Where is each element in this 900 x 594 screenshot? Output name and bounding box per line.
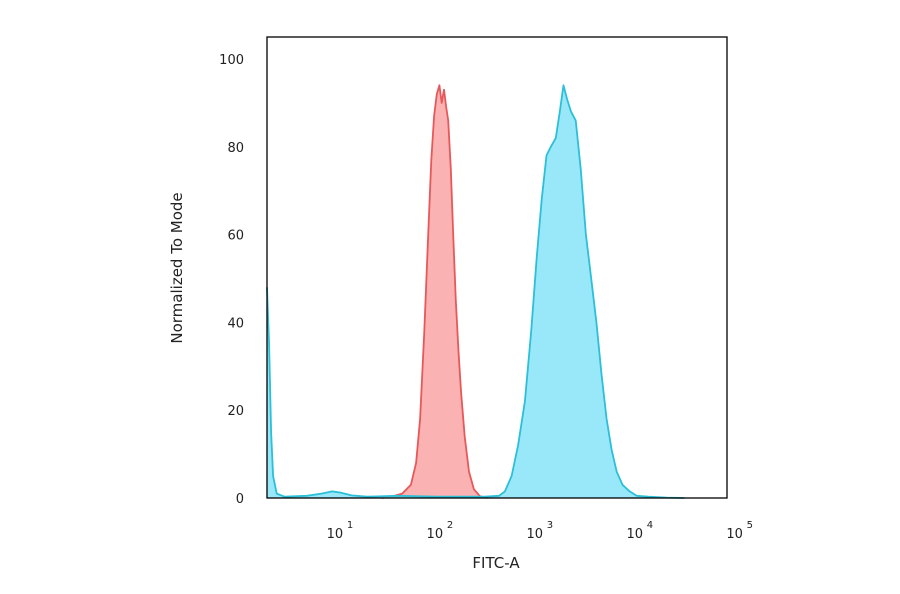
y-axis-label: Normalized To Mode [168,192,186,343]
y-tick-label: 100 [219,53,244,68]
x-tick-label: 10 [626,527,643,542]
x-tick-exponent: 5 [747,520,753,531]
plot-frame [266,36,728,499]
y-tick-label: 0 [236,492,244,507]
x-tick-label: 10 [427,527,444,542]
x-tick-exponent: 1 [347,520,353,531]
y-tick-label: 20 [227,404,244,419]
x-tick-label: 10 [726,527,743,542]
x-axis-label: FITC-A [472,554,520,572]
x-tick-label: 10 [527,527,544,542]
y-tick-label: 60 [227,229,244,244]
plot-area [266,84,685,499]
y-tick-label: 80 [227,141,244,156]
x-tick-exponent: 3 [547,520,553,531]
x-tick-exponent: 2 [447,520,453,531]
histogram-fill-2 [267,85,685,499]
x-tick-exponent: 4 [647,520,653,531]
x-tick-label: 10 [327,527,344,542]
histogram-outline-2 [266,84,685,499]
y-tick-label: 40 [227,316,244,331]
histogram-outline-1 [381,84,488,499]
histogram-fill-1 [381,85,488,499]
